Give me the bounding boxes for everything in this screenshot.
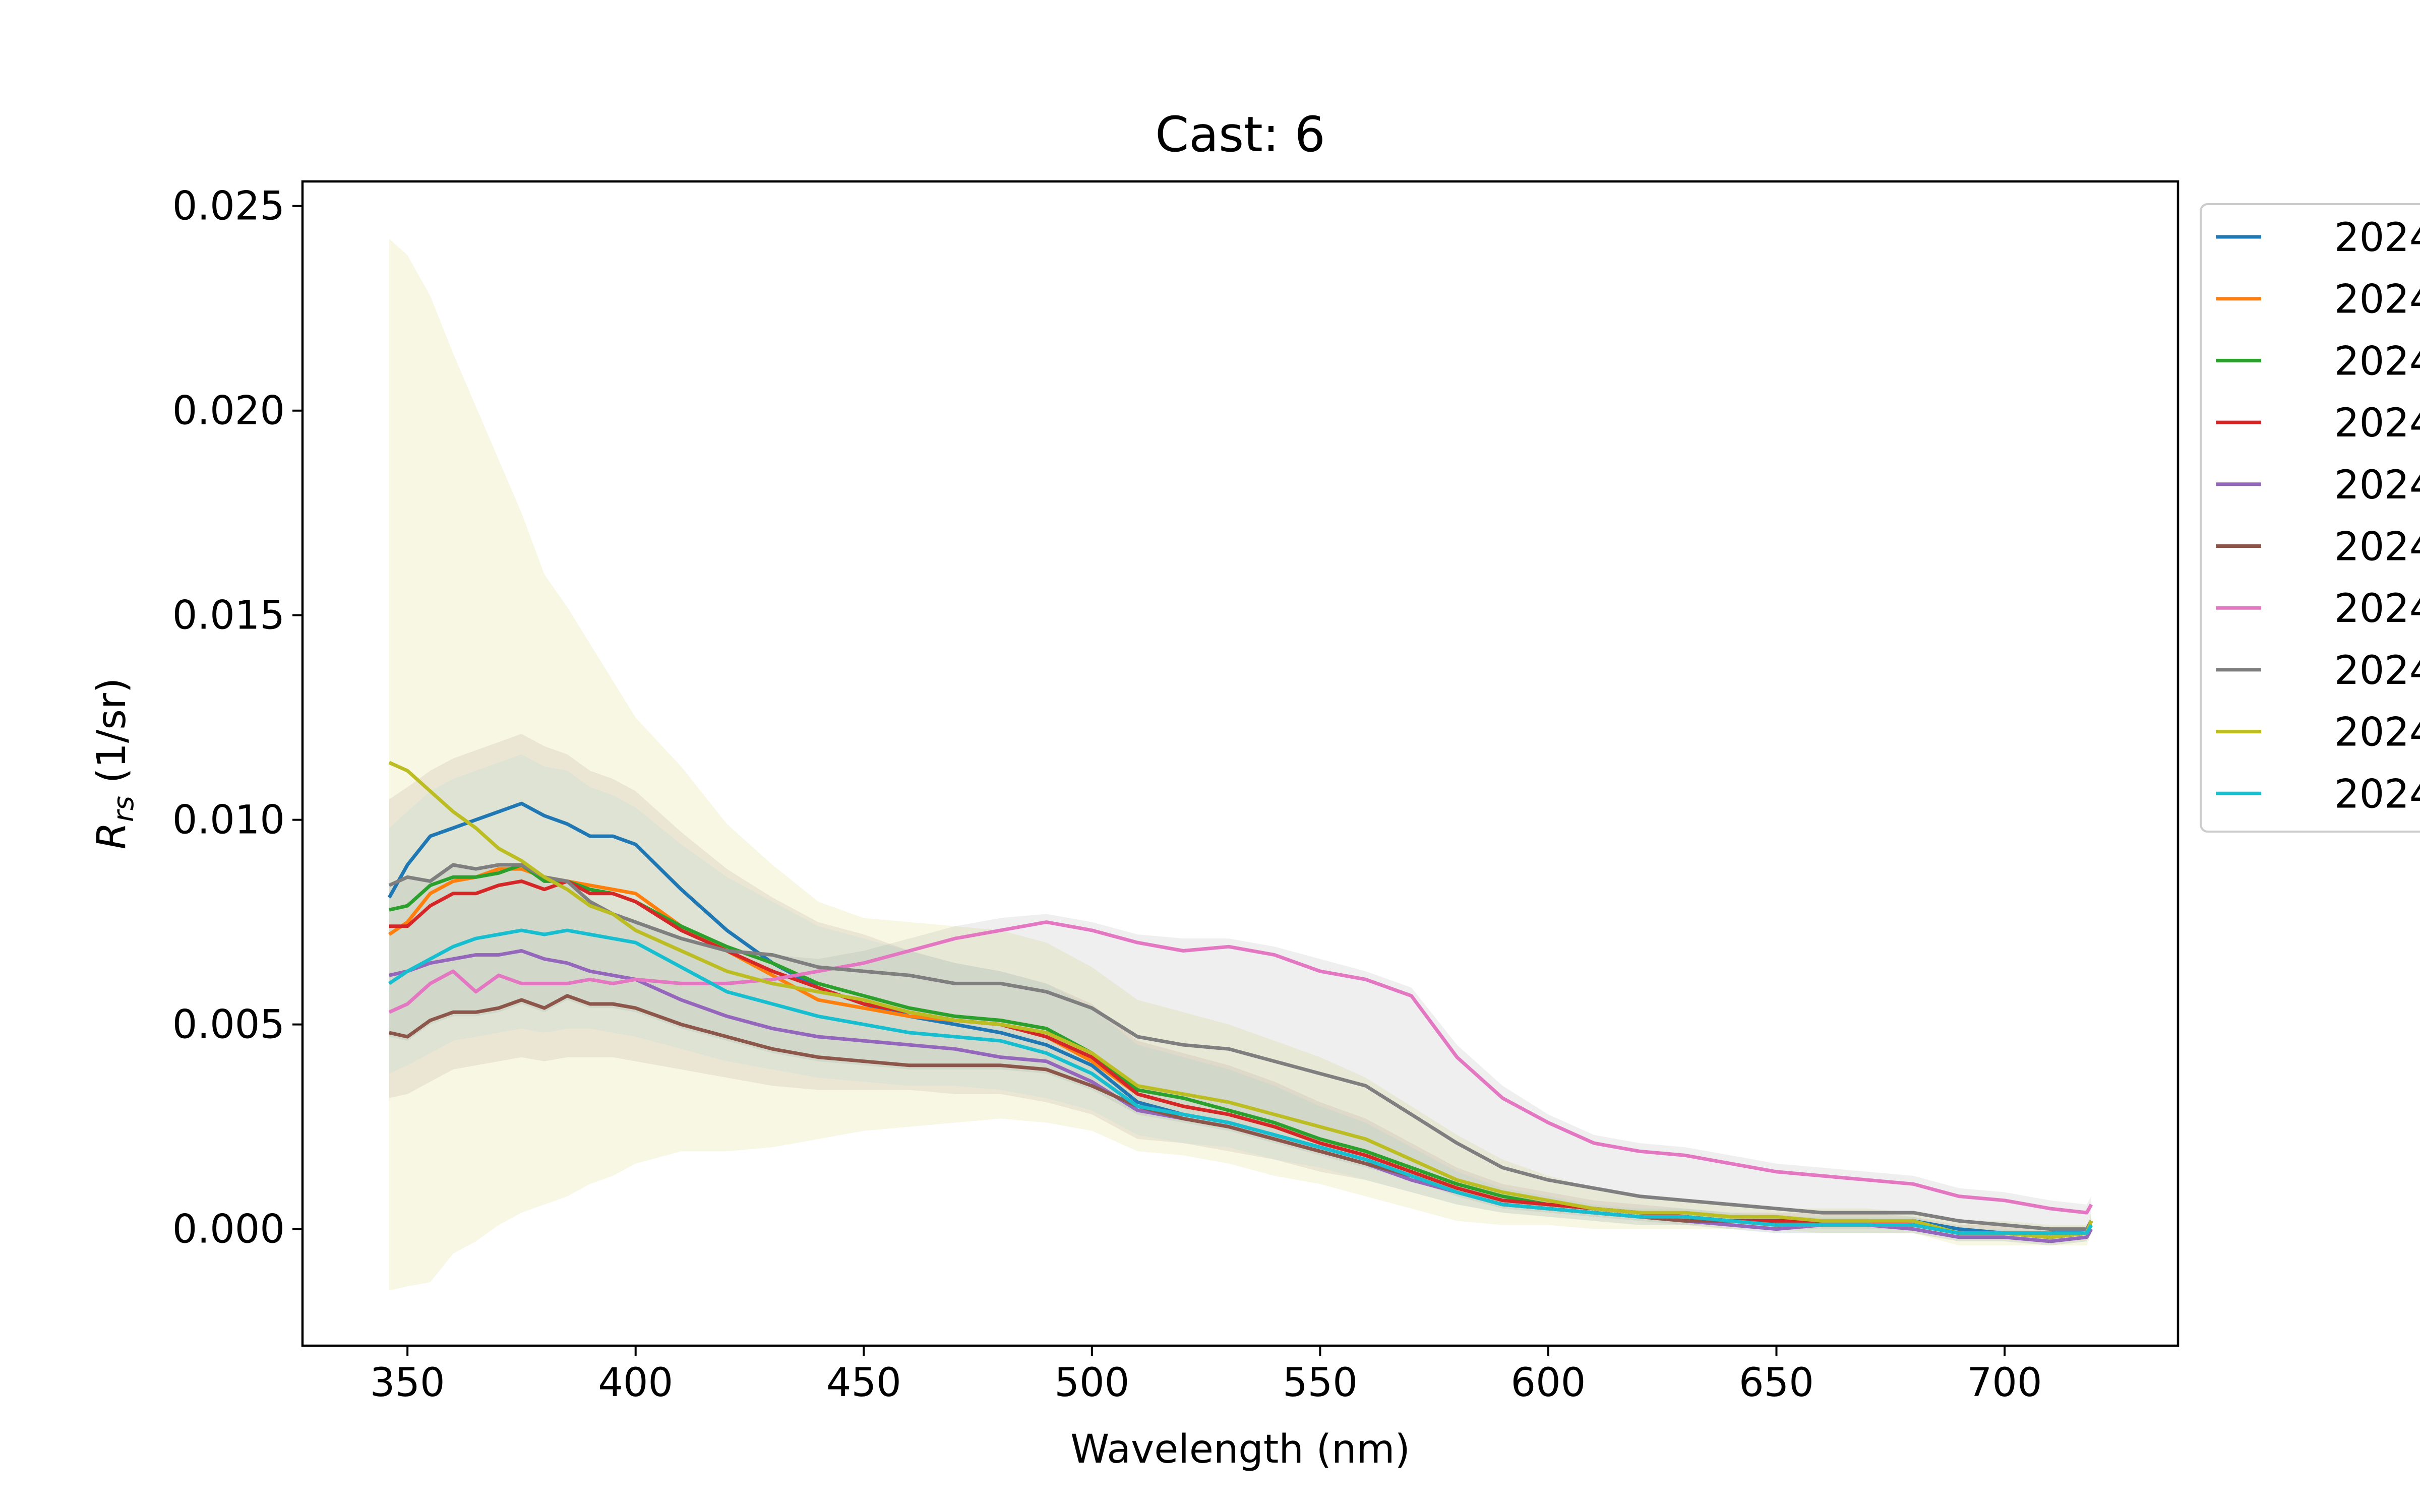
x-axis-ticks: 350 400 450 500 550 600 650 700: [370, 1346, 2042, 1406]
x-tick-label: 700: [1967, 1360, 2042, 1406]
x-tick-label: 600: [1511, 1360, 1586, 1406]
legend-label: 2024: [2334, 339, 2420, 384]
y-tick-label: 0.025: [172, 184, 285, 229]
legend-label: 2024: [2334, 215, 2420, 261]
legend-label: 2024: [2334, 401, 2420, 446]
confidence-band-3: [389, 734, 2091, 1246]
series-line-7: [388, 920, 2093, 1215]
x-tick-label: 350: [370, 1360, 445, 1406]
y-tick-label: 0.015: [172, 593, 285, 639]
x-axis-label: Wavelength (nm): [1070, 1427, 1410, 1472]
series-line-8: [388, 863, 2093, 1231]
series-lines: [387, 761, 2093, 1243]
legend: 2024 2024 2024 2024 2024 2024 2024 2024 2024 2024: [2200, 203, 2420, 833]
y-axis-label: Rrs (1/sr): [89, 678, 140, 850]
legend-label: 2024: [2334, 586, 2420, 632]
plot-frame: [301, 180, 2180, 1347]
x-tick-label: 550: [1283, 1360, 1358, 1406]
confidence-band-1: [389, 238, 2091, 1291]
legend-label: 2024: [2334, 525, 2420, 570]
y-tick-label: 0.000: [172, 1207, 285, 1252]
y-axis-label-subscript: rs: [107, 796, 140, 822]
confidence-band-4: [389, 754, 2091, 1246]
x-tick-label: 400: [598, 1360, 673, 1406]
x-tick-label: 450: [826, 1360, 901, 1406]
y-axis-ticks: 0.000 0.005 0.010 0.015 0.020 0.025: [172, 184, 302, 1252]
y-tick-label: 0.020: [172, 389, 285, 434]
chart-title: Cast: 6: [1155, 106, 1325, 163]
legend-label: 2024: [2334, 463, 2420, 508]
x-tick-label: 500: [1054, 1360, 1129, 1406]
y-axis-label-unit: (1/sr): [89, 678, 135, 796]
x-tick-label: 650: [1739, 1360, 1814, 1406]
series-line-10: [388, 928, 2093, 1235]
y-axis-label-symbol: R: [89, 822, 135, 849]
y-tick-label: 0.010: [172, 798, 285, 843]
series-line-9: [388, 761, 2093, 1239]
legend-label: 2024: [2334, 710, 2420, 755]
legend-label: 2024: [2334, 772, 2420, 817]
y-tick-label: 0.005: [172, 1002, 285, 1048]
legend-label: 2024: [2334, 648, 2420, 694]
legend-label: 2024: [2334, 277, 2420, 323]
